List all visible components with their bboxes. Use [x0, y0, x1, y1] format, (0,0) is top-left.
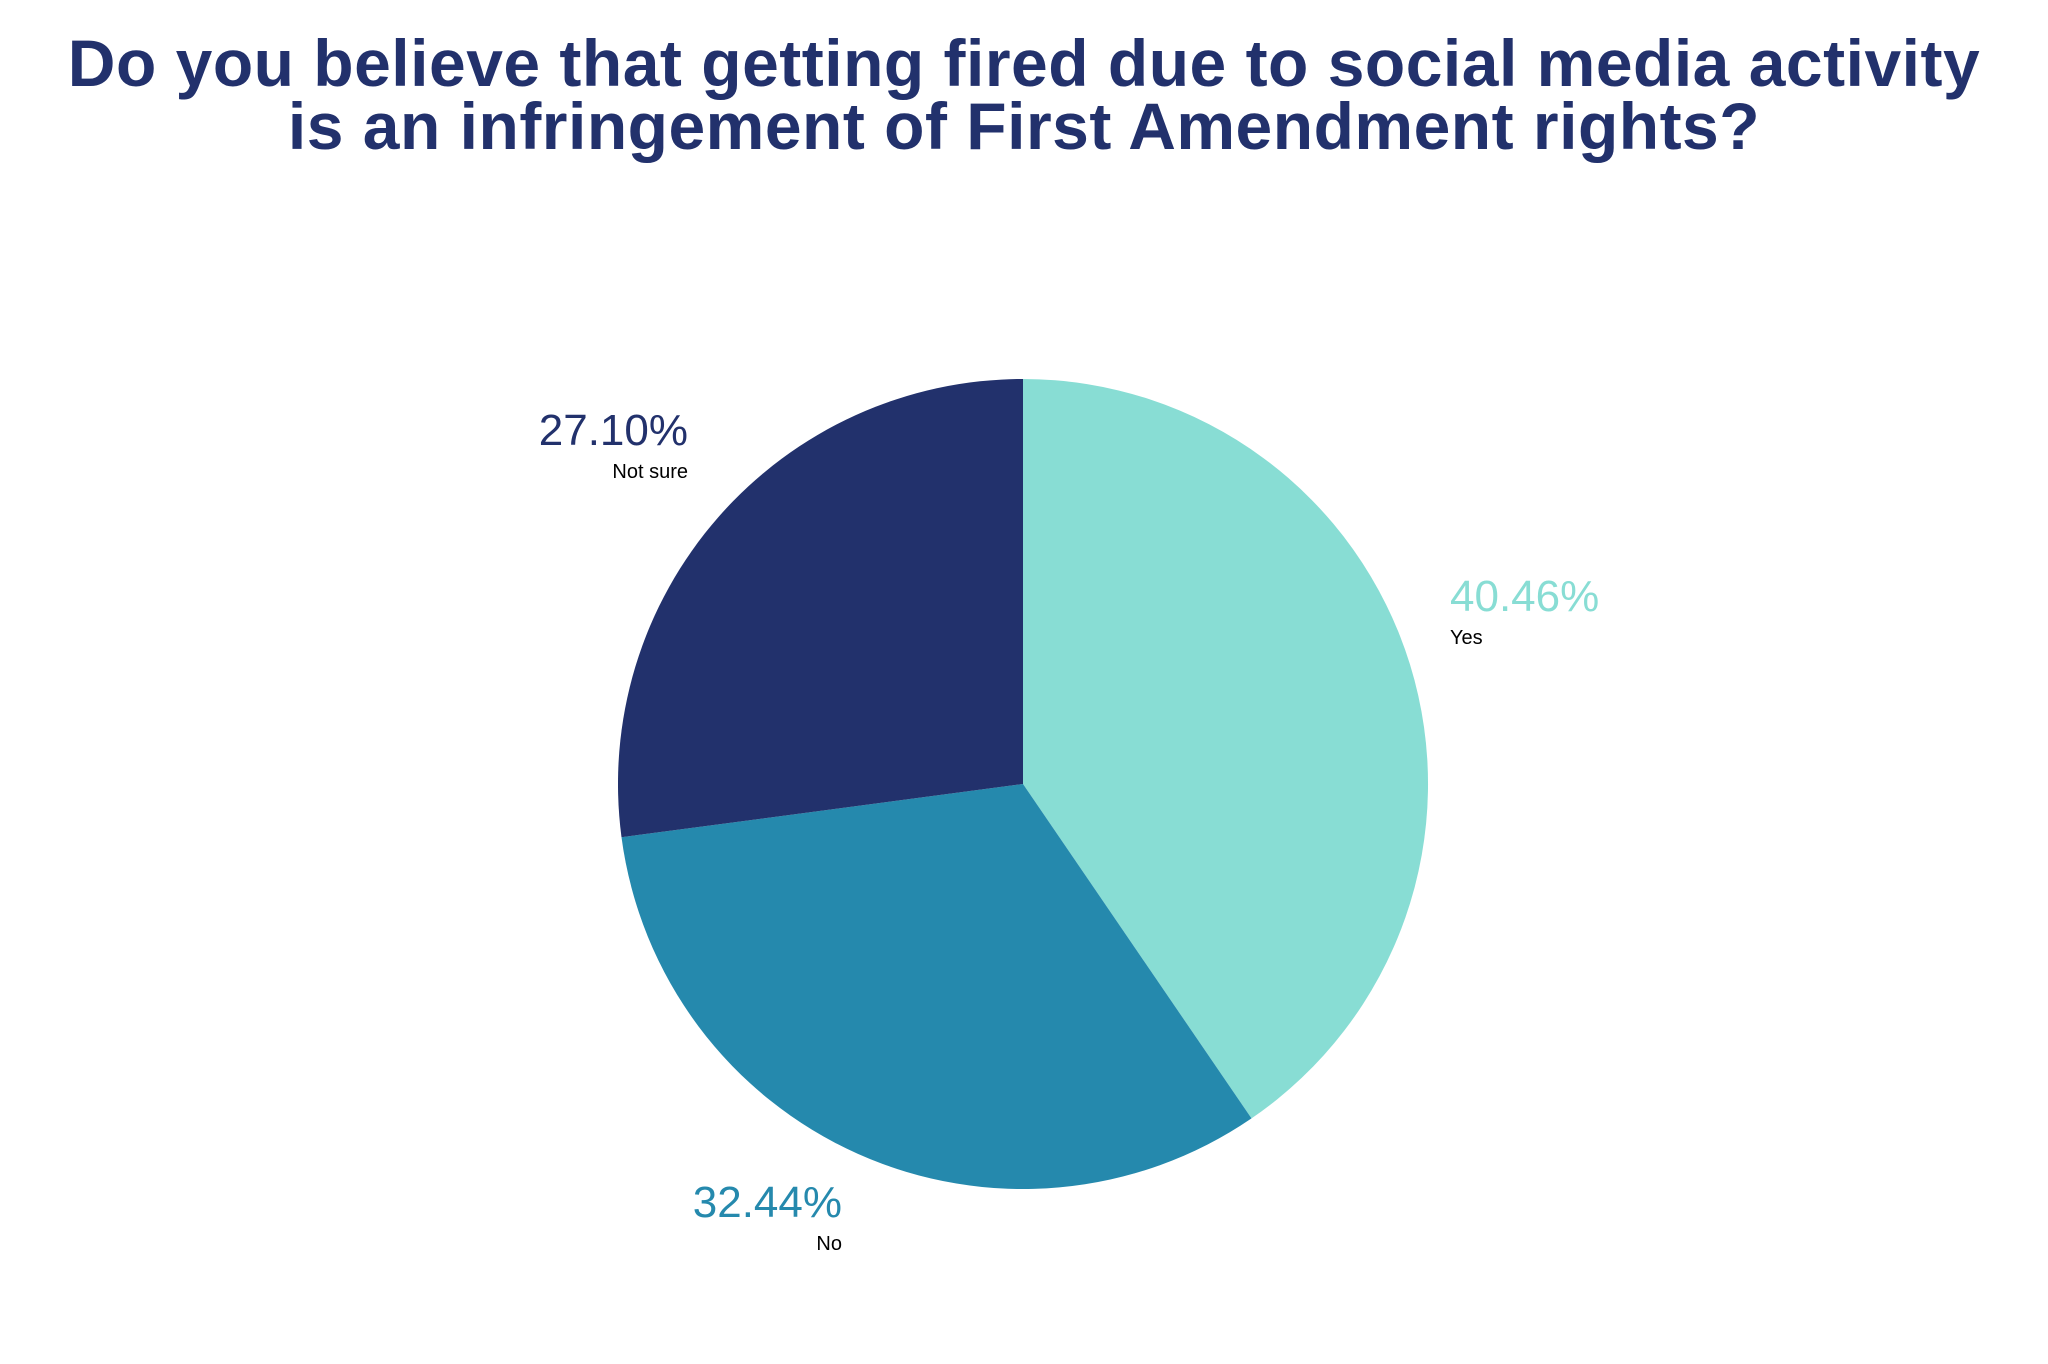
- pie-slice-no: [621, 784, 1252, 1190]
- pie-slice-yes: [1023, 379, 1429, 1119]
- label-not-sure-percent: 27.10%: [538, 406, 688, 455]
- label-no-name: No: [816, 1233, 842, 1255]
- label-not-sure-name: Not sure: [612, 461, 688, 483]
- chart-title-line-1: Do you believe that getting fired due to…: [67, 26, 1981, 100]
- label-no: 32.44% No: [600, 1180, 842, 1256]
- label-yes-name: Yes: [1450, 627, 1483, 649]
- chart-title-line-2: is an infringement of First Amendment ri…: [287, 89, 1761, 163]
- pie-slice-not-sure: [617, 379, 1023, 838]
- label-yes: 40.46% Yes: [1450, 574, 1710, 650]
- label-not-sure: 27.10% Not sure: [480, 408, 688, 484]
- label-no-percent: 32.44%: [692, 1178, 842, 1227]
- chart-title: Do you believe that getting fired due to…: [0, 26, 2048, 163]
- label-yes-percent: 40.46%: [1450, 572, 1600, 621]
